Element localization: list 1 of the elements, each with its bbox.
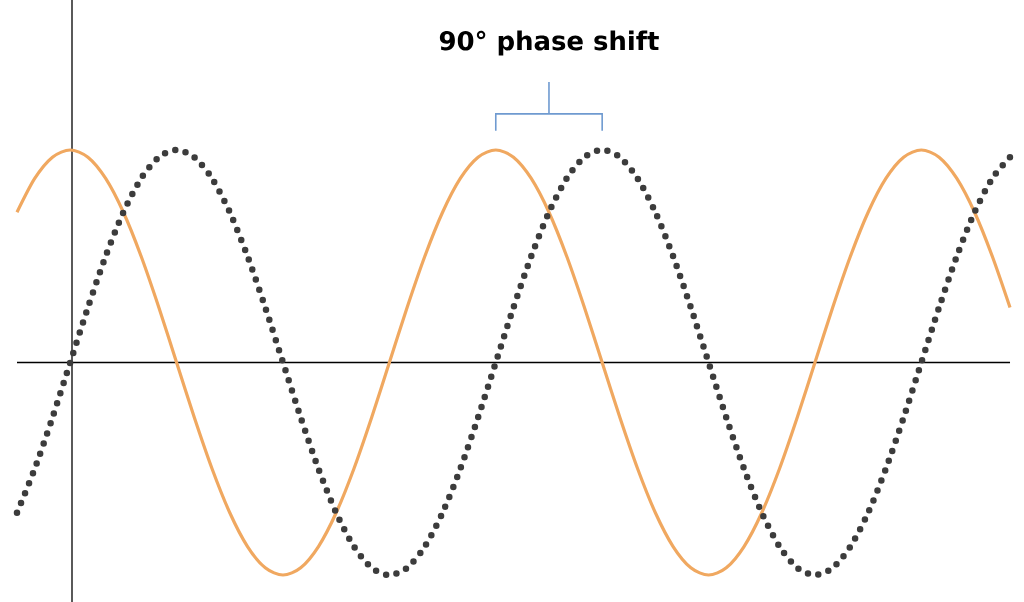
text: 90° phase shift (439, 30, 659, 56)
